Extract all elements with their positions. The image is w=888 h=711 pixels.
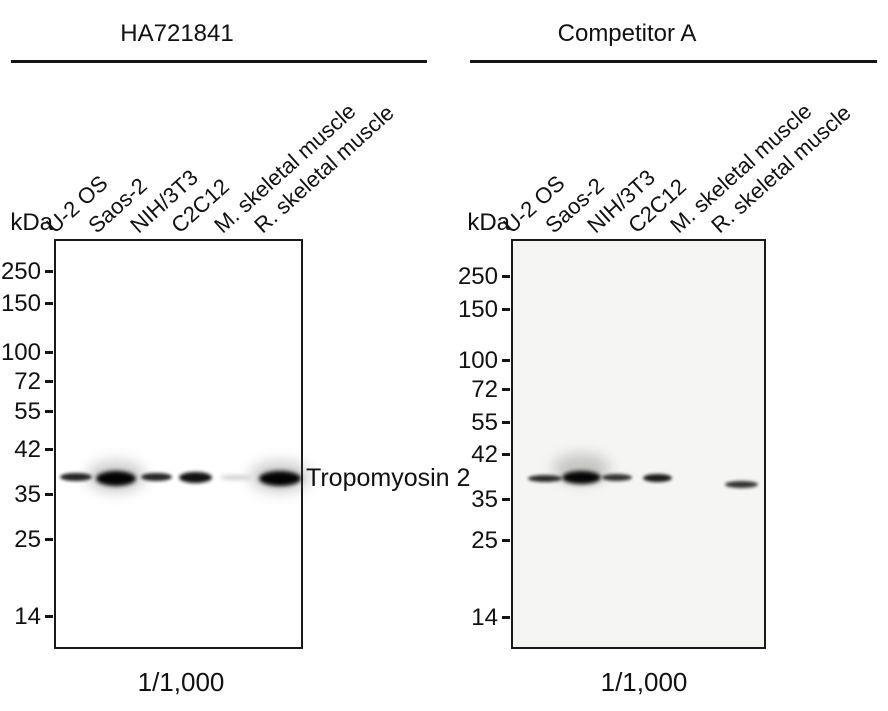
- molecular-weight-label: 35: [471, 486, 498, 513]
- marker-tick: [502, 539, 510, 542]
- molecular-weight-label: 25: [14, 526, 41, 553]
- molecular-weight-label: 100: [457, 347, 498, 374]
- protein-band: [561, 470, 601, 484]
- molecular-weight-label: 150: [457, 296, 498, 323]
- panel-title: HA721841: [120, 20, 234, 47]
- protein-band: [60, 473, 92, 481]
- marker-tick: [502, 453, 510, 456]
- marker-tick: [45, 302, 53, 305]
- molecular-weight-label: 14: [471, 604, 498, 631]
- protein-band: [602, 473, 632, 481]
- panel-title-underline: [11, 60, 427, 63]
- marker-tick: [45, 493, 53, 496]
- marker-tick: [502, 359, 510, 362]
- marker-tick: [502, 616, 510, 619]
- protein-band: [140, 473, 172, 481]
- molecular-weight-label: 100: [0, 339, 41, 366]
- molecular-weight-label: 72: [14, 368, 41, 395]
- molecular-weight-label: 55: [14, 398, 41, 425]
- band-annotation: Tropomyosin 2: [306, 464, 471, 492]
- marker-tick: [502, 275, 510, 278]
- blot-image: [54, 239, 303, 649]
- marker-tick: [502, 421, 510, 424]
- marker-tick: [45, 351, 53, 354]
- marker-tick: [45, 380, 53, 383]
- protein-band: [219, 474, 251, 480]
- protein-band: [642, 474, 672, 482]
- marker-tick: [45, 448, 53, 451]
- protein-band: [528, 474, 562, 482]
- panel-title: Competitor A: [557, 20, 697, 47]
- marker-tick: [45, 410, 53, 413]
- protein-band: [259, 470, 301, 486]
- protein-band: [178, 471, 212, 483]
- molecular-weight-label: 250: [457, 263, 498, 290]
- marker-tick: [502, 308, 510, 311]
- molecular-weight-label: 150: [0, 290, 41, 317]
- molecular-weight-label: 250: [0, 258, 41, 285]
- marker-tick: [502, 498, 510, 501]
- marker-tick: [45, 270, 53, 273]
- molecular-weight-label: 14: [14, 603, 41, 630]
- kda-unit-label: kDa: [467, 209, 510, 236]
- marker-tick: [45, 538, 53, 541]
- molecular-weight-label: 55: [471, 409, 498, 436]
- protein-band: [724, 480, 758, 488]
- molecular-weight-label: 42: [14, 436, 41, 463]
- marker-tick: [502, 388, 510, 391]
- molecular-weight-label: 42: [471, 441, 498, 468]
- marker-tick: [45, 615, 53, 618]
- blot-image: [511, 239, 766, 649]
- panel-title-underline: [470, 60, 877, 63]
- molecular-weight-label: 35: [14, 481, 41, 508]
- dilution-label: 1/1,000: [137, 667, 225, 697]
- molecular-weight-label: 72: [471, 376, 498, 403]
- protein-band: [96, 470, 136, 486]
- molecular-weight-label: 25: [471, 527, 498, 554]
- kda-unit-label: kDa: [10, 209, 53, 236]
- dilution-label: 1/1,000: [600, 667, 688, 697]
